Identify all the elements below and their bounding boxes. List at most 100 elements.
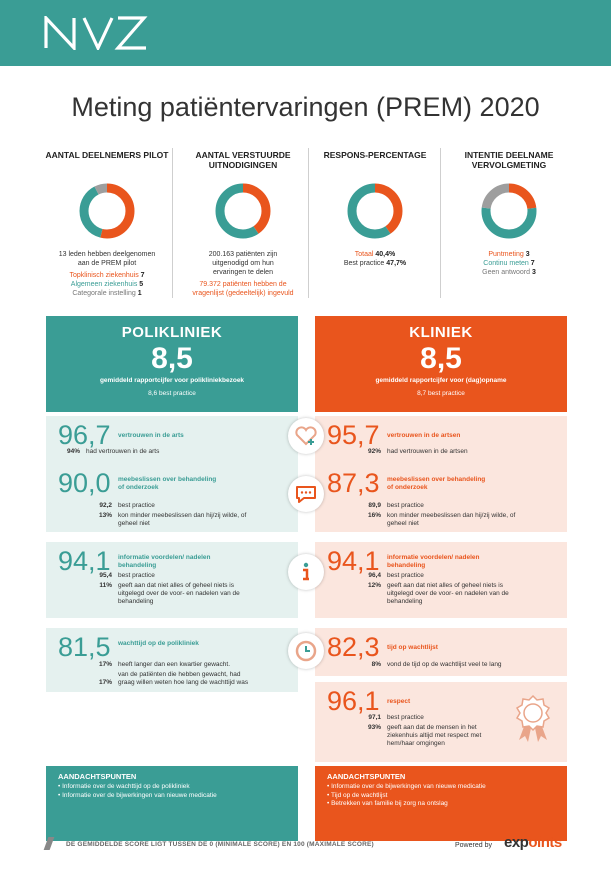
focus-item: Tijd op de wachtlijst [327,792,555,801]
card-score: 87,3 [327,468,380,498]
speech-bubble-icon [288,476,324,512]
donut-segment [215,183,271,239]
stat-note: 79.372 patiënten hebben de [199,281,287,288]
donut-intention [481,183,537,239]
legend-label: Totaal [354,251,374,258]
polikliniek-column: POLIKLINIEK 8,5 gemiddeld rapportcijfer … [46,316,298,841]
legend-label: Best practice [343,260,385,267]
stat-heading: RESPONS-PERCENTAGE [323,150,427,160]
column-title: KLINIEK [409,324,473,341]
legend-value: 3 [531,269,536,276]
divider [172,148,173,298]
donut-segment [481,183,537,239]
card-score: 96,1 [327,686,380,716]
info-icon [288,554,324,590]
card-label: meebeslissen over behandeling of onderzo… [118,476,217,491]
focus-title: AANDACHTSPUNTEN [327,772,406,781]
legend-value: 47,7% [386,260,407,267]
card-score: 94,1 [327,546,380,576]
card-score: 95,7 [327,420,380,450]
card-label: wachttijd op de polikliniek [118,640,199,647]
column-subtitle: gemiddeld rapportcijfer voor (dag)opname [375,377,507,384]
card-waitlist: 82,3 tijd op wachtlijst 8% vond de tijd o… [315,628,567,676]
card-info: 94,1 informatie voordelen/ nadelen behan… [46,542,298,618]
legend-label: Continu meten [483,260,529,267]
legend-label: Topklinisch ziekenhuis [69,272,139,279]
stat-intention: INTENTIE DEELNAME VERVOLGMETING Puntmeti… [446,150,572,277]
card-score: 96,7 [58,420,111,450]
divider [440,148,441,298]
legend-label: Geen antwoord [482,269,530,276]
card-info: 94,1 informatie voordelen/ nadelen behan… [315,542,567,618]
donut-segment [79,183,135,239]
card-label: vertrouwen in de arts [118,432,184,439]
donut-segment [79,183,135,239]
card-label: vertrouwen in de artsen [387,432,461,439]
legend-label: Categorale instelling [72,290,136,297]
kliniek-header: KLINIEK 8,5 gemiddeld rapportcijfer voor… [315,316,567,412]
stat-line: 13 leden hebben deelgenomen [58,251,156,258]
focus-item: Informatie over de bijwerkingen van nieu… [327,783,555,792]
focus-item: Informatie over de wachttijd op de polik… [58,783,286,792]
heart-plus-icon [288,418,324,454]
card-label: informatie voordelen/ nadelen behandelin… [118,554,211,569]
stat-note: vragenlijst (gedeeltelijk) ingevuld [192,290,294,297]
page-title: Meting patiëntervaringen (PREM) 2020 [71,92,540,122]
stat-line: uitgenodigd om hun [212,260,274,267]
stat-heading: AANTAL VERSTUURDE UITNODIGINGEN [195,150,291,170]
donut-participants [79,183,135,239]
legend-value: 3 [525,251,530,258]
donut-segment [347,183,403,239]
stat-response: RESPONS-PERCENTAGE Totaal 40,4% Best pra… [312,150,438,268]
focus-item: Betrekken van familie bij zorg na ontsla… [327,800,555,809]
powered-by-label: Powered by [455,842,492,849]
donut-response [347,183,403,239]
stat-line: aan de PREM pilot [77,260,137,267]
card-respect: 96,1 respect 97,1 best practice 93% geeft … [315,682,567,762]
stat-heading: AANTAL DEELNEMERS PILOT [45,150,169,160]
award-badge-icon [515,694,551,742]
stat-invitations: AANTAL VERSTUURDE UITNODIGINGEN 200.163 … [180,150,306,298]
card-co-decide: 90,0 meebeslissen over behandeling of on… [46,464,298,532]
card-score: 82,3 [327,632,380,662]
stat-line: 200.163 patiënten zijn [208,251,278,258]
donut-invitations [215,183,271,239]
column-score: 8,5 [420,342,462,375]
card-label: tijd op wachtlijst [387,644,438,651]
polikliniek-focus-points: AANDACHTSPUNTEN Informatie over de wacht… [46,766,298,841]
focus-title: AANDACHTSPUNTEN [58,772,137,781]
focus-item: Informatie over de bijwerkingen van nieu… [58,792,286,801]
polikliniek-header: POLIKLINIEK 8,5 gemiddeld rapportcijfer … [46,316,298,412]
column-best-practice: 8,7 best practice [417,390,465,397]
card-score: 94,1 [58,546,111,576]
header-bar [0,0,611,66]
divider [308,148,309,298]
legend-value: 7 [140,272,145,279]
card-label: meebeslissen over behandeling of onderzo… [387,476,486,491]
clock-icon [288,633,324,669]
kliniek-focus-points: AANDACHTSPUNTEN Informatie over de bijwe… [315,766,567,841]
stat-participants: AANTAL DEELNEMERS PILOT 13 leden hebben … [44,150,170,298]
legend-value: 7 [530,260,535,267]
donut-segment [481,183,537,239]
kliniek-column: KLINIEK 8,5 gemiddeld rapportcijfer voor… [315,316,567,841]
legend-value: 1 [137,290,142,297]
column-subtitle: gemiddeld rapportcijfer voor polikliniek… [99,377,245,384]
card-score: 90,0 [58,468,111,498]
column-score: 8,5 [151,342,193,375]
legend-value: 40,4% [375,251,396,258]
column-title: POLIKLINIEK [121,324,223,341]
card-co-decide: 87,3 meebeslissen over behandeling of on… [315,464,567,532]
stat-heading: INTENTIE DEELNAME VERVOLGMETING [464,150,554,170]
card-waiting: 81,5 wachttijd op de polikliniek 17% heef… [46,628,298,692]
column-best-practice: 8,6 best practice [148,390,196,397]
card-label: informatie voordelen/ nadelen behandelin… [387,554,480,569]
legend-value: 5 [139,281,144,288]
card-label: respect [387,698,411,705]
stat-line: ervaringen te delen [213,269,273,276]
legend-label: Puntmeting [488,251,524,258]
card-score: 81,5 [58,632,111,662]
legend-label: Algemeen ziekenhuis [70,281,138,288]
score-range-note: DE GEMIDDELDE SCORE LIGT TUSSEN DE 0 (MI… [66,841,374,848]
expoints-logo: expoints [504,834,562,851]
